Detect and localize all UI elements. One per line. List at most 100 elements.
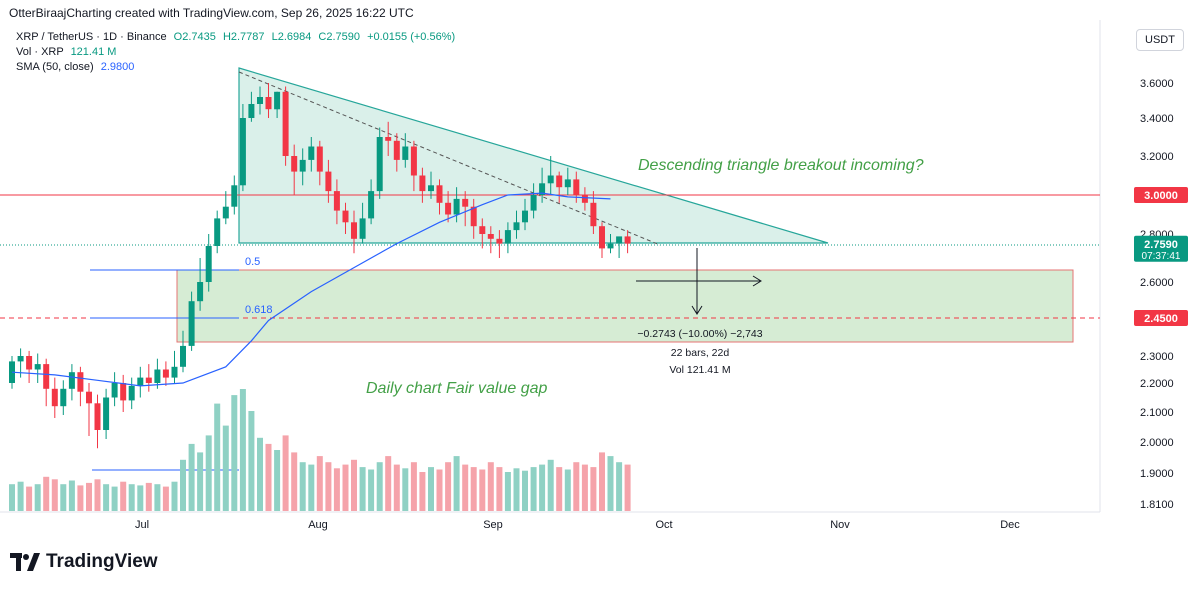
symbol-name[interactable]: XRP / TetherUS · 1D · Binance — [16, 31, 167, 43]
candle-body — [43, 364, 50, 389]
volume-bar — [154, 484, 161, 511]
price-tick-label: 1.8100 — [1140, 499, 1174, 511]
volume-bar — [137, 485, 144, 511]
volume-bar — [385, 456, 392, 511]
measure-vol-label: Vol 121.41 M — [669, 364, 730, 376]
volume-bar — [359, 467, 366, 511]
candle-body — [205, 246, 212, 282]
price-label-value: 3.0000 — [1144, 190, 1178, 202]
candle-body — [299, 159, 306, 172]
candle-body — [616, 236, 623, 244]
candle-body — [248, 104, 255, 118]
price-tick-label: 2.2000 — [1140, 378, 1174, 390]
time-tick-label: Dec — [1000, 519, 1020, 531]
volume-label: Vol · XRP — [16, 46, 64, 58]
symbol-legend: XRP / TetherUS · 1D · Binance O2.7435 H2… — [16, 31, 455, 43]
candle-body — [145, 377, 152, 383]
price-chart[interactable]: 0.5 0.618 Descending triangle breakout i… — [0, 0, 1200, 545]
volume-bar — [504, 472, 511, 511]
volume-bar — [34, 484, 41, 511]
legend-open: O2.7435 — [173, 31, 216, 43]
volume-bar — [111, 486, 118, 511]
candle-body — [556, 175, 563, 188]
candle-body — [496, 238, 503, 244]
measure-bars-label: 22 bars, 22d — [671, 347, 730, 359]
volume-bar — [342, 464, 349, 511]
volume-bar — [103, 484, 110, 511]
triangle-annotation[interactable]: Descending triangle breakout incoming? — [638, 157, 924, 174]
candle-body — [291, 156, 298, 172]
candle-body — [316, 146, 323, 172]
candle-body — [342, 210, 349, 223]
currency-button[interactable]: USDT — [1136, 29, 1184, 51]
volume-bar — [564, 469, 571, 511]
price-label-value: 2.4500 — [1144, 313, 1178, 325]
volume-bar — [462, 464, 469, 511]
candle-body — [231, 185, 238, 207]
volume-bar — [470, 467, 477, 511]
volume-bar — [197, 452, 204, 511]
legend-close: C2.7590 — [318, 31, 361, 43]
volume-bar — [299, 462, 306, 511]
sma-legend[interactable]: SMA (50, close) 2.9800 — [16, 61, 134, 73]
price-label-box — [1134, 310, 1188, 326]
candles — [9, 83, 631, 449]
volume-bar — [547, 459, 554, 511]
candle-body — [368, 191, 375, 219]
candle-body — [453, 198, 460, 215]
time-axis-ticks[interactable]: Jul Aug Sep Oct Nov Dec — [135, 519, 1020, 531]
volume-bar — [333, 468, 340, 511]
candle-body — [128, 385, 135, 401]
candle-body — [470, 206, 477, 227]
volume-bar — [616, 462, 623, 511]
candle-body — [51, 388, 58, 407]
volume-bar — [248, 411, 255, 511]
volume-bar — [607, 456, 614, 511]
candle-body — [376, 137, 383, 192]
candle-body — [60, 388, 67, 407]
candle-body — [94, 403, 101, 430]
candle-body — [239, 118, 246, 186]
sma-50-line[interactable] — [11, 192, 611, 387]
candle-body — [274, 91, 281, 110]
candle-body — [581, 195, 588, 203]
price-label-countdown: 07:37:41 — [1142, 251, 1181, 262]
sma-label: SMA (50, close) — [16, 61, 94, 73]
volume-bar — [162, 486, 169, 511]
measure-arrow-head-down — [691, 305, 703, 315]
volume-legend[interactable]: Vol · XRP 121.41 M — [16, 46, 116, 58]
volume-bar — [274, 450, 281, 511]
volume-bar — [539, 464, 546, 511]
volume-bar — [316, 456, 323, 511]
descending-triangle[interactable] — [238, 67, 829, 244]
fair-value-gap-box[interactable] — [176, 269, 1074, 343]
candle-body — [573, 179, 580, 195]
measure-change-label: −0.2743 (−10.00%) −2,743 — [637, 328, 762, 340]
volume-bar — [573, 462, 580, 511]
candle-body — [222, 206, 229, 219]
candle-body — [547, 175, 554, 184]
volume-bar — [239, 389, 246, 511]
triangle-dashed-trendline[interactable] — [238, 71, 661, 246]
price-axis-ticks[interactable]: 3.60003.40003.20002.80002.60002.30002.20… — [1140, 78, 1174, 511]
volume-bar — [214, 403, 221, 511]
volume-value: 121.41 M — [70, 46, 117, 58]
fvg-annotation[interactable]: Daily chart Fair value gap — [366, 380, 548, 397]
time-tick-label: Oct — [655, 519, 672, 531]
volume-bar — [51, 479, 58, 511]
volume-bar — [513, 468, 520, 511]
candle-body — [68, 372, 75, 389]
volume-bar — [436, 469, 443, 511]
volume-bar — [188, 443, 195, 511]
volume-bar — [556, 467, 563, 511]
tradingview-logo[interactable]: TradingView — [10, 551, 158, 573]
candle-body — [77, 372, 84, 392]
volume-bar — [60, 484, 67, 511]
candle-body — [154, 369, 161, 383]
candle-body — [359, 218, 366, 239]
price-label-box — [1134, 187, 1188, 203]
candle-body — [26, 356, 33, 370]
candle-body — [599, 226, 605, 249]
volume-bar — [171, 481, 178, 511]
